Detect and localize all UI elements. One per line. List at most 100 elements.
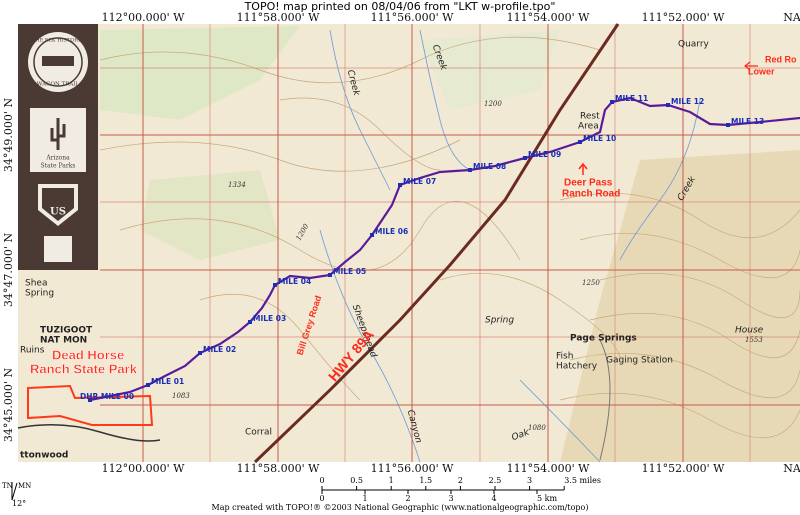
place-label: Shea — [25, 279, 47, 289]
veg-shape — [560, 150, 800, 462]
longitude-label: 111°54.000' W — [507, 11, 591, 24]
latitude-label: 34°47.000' N — [2, 233, 15, 308]
trail-markers: DHR MILE 00 MILE 01 MILE 02 MILE 03 MILE 04 M… — [80, 94, 764, 402]
mile-label: MILE 01 — [151, 377, 184, 386]
scale-label: 1.5 — [419, 476, 432, 485]
mile-label: MILE 09 — [528, 150, 561, 159]
logo-text: THE ELK HISTORIC — [32, 38, 84, 44]
arrow-shape — [578, 162, 588, 175]
ct-shape — [99, 36, 601, 84]
elevation-label: 1553 — [745, 336, 763, 344]
mile-marker — [88, 398, 92, 402]
latitude-label: 34°49.000' N — [2, 98, 15, 173]
logo-text: Arizona — [45, 155, 70, 162]
road-label: Red Ro — [765, 54, 797, 64]
ct-shape — [279, 97, 441, 171]
place-label: Spring — [485, 316, 514, 326]
mile-marker — [610, 100, 614, 104]
mile-marker — [666, 103, 670, 107]
park-label: Dead Horse — [52, 347, 124, 362]
longitude-label: 111°52.000' W — [642, 11, 726, 24]
park-boundary-shape — [27, 384, 154, 426]
mile-label: MILE 13 — [731, 117, 764, 126]
elevation-label: 1083 — [172, 392, 190, 400]
st-shape — [419, 29, 471, 171]
north-label: TN — [2, 482, 13, 490]
logo-text: US — [50, 207, 66, 218]
place-label: TUZIGOOT — [40, 326, 93, 336]
credit: Map created with TOPO!® ©2003 National G… — [212, 503, 589, 512]
mile-label: DHR MILE 00 — [80, 392, 134, 401]
ct-shape — [559, 193, 800, 239]
road-label: Ranch Road — [562, 189, 620, 200]
logo-shape — [44, 236, 72, 262]
place-label: Spring — [25, 289, 54, 299]
mile-marker — [370, 233, 374, 237]
mile-marker — [578, 140, 582, 144]
longitude-label: 111°56.000' W — [371, 462, 455, 475]
mile-label: MILE 06 — [375, 227, 408, 236]
mile-label: MILE 11 — [615, 94, 648, 103]
ct-shape — [589, 313, 800, 359]
place-label: ttonwood — [20, 451, 68, 461]
scale-label: 2.5 — [489, 476, 502, 485]
longitude-label: 111°58.000' W — [237, 11, 321, 24]
scale-label: 1 — [362, 494, 367, 503]
longitude-label: 111°56.000' W — [371, 11, 455, 24]
st-shape — [329, 29, 391, 191]
scale-label: 3.5 miles — [564, 476, 601, 485]
veg-shape — [420, 30, 560, 110]
mile-marker — [198, 351, 202, 355]
road-label: Lower — [748, 66, 775, 76]
place-label: Rest — [580, 112, 600, 122]
mile-marker — [146, 383, 150, 387]
highway-shape — [253, 23, 620, 464]
elevation-label: 1250 — [582, 279, 600, 287]
place-label: House — [735, 326, 764, 336]
scale-label: 4 — [491, 494, 496, 503]
place-label: Area — [578, 122, 599, 132]
map-title: TOPO! map printed on 08/04/06 from "LKT … — [244, 0, 556, 13]
elevation-label: 1080 — [528, 424, 546, 432]
logo-shape — [33, 37, 83, 87]
place-label: Fish — [556, 352, 573, 362]
mile-label: MILE 03 — [253, 314, 286, 323]
road-shape — [17, 424, 161, 442]
mile-marker — [248, 320, 252, 324]
st-shape — [519, 379, 601, 463]
mile-marker — [726, 123, 730, 127]
ct-shape — [439, 272, 621, 361]
logo-text: State Parks — [41, 163, 76, 170]
logo-shape — [42, 56, 74, 66]
longitude-label: 111°52.000' W — [642, 462, 726, 475]
map-area: THE ELK HISTORIC WAGON TRAIL Arizona Sta… — [17, 23, 800, 464]
longitude-label: NA — [783, 462, 800, 475]
ct-shape — [559, 393, 800, 439]
mile-marker — [328, 273, 332, 277]
mile-label: MILE 02 — [203, 345, 236, 354]
scale-label: 0.5 — [350, 476, 363, 485]
place-label: NAT MON — [40, 336, 87, 346]
elevation-label: 1200 — [484, 100, 502, 108]
ct-shape — [119, 200, 521, 272]
latitude-label: 34°45.000' N — [2, 368, 15, 443]
scale-label: 2 — [405, 494, 410, 503]
place-label: Gaging Station — [606, 356, 673, 366]
longitude-label: NA — [783, 11, 800, 24]
north-label: MN — [18, 482, 31, 490]
ct-shape — [599, 273, 800, 319]
place-label: Corral — [245, 428, 272, 438]
mile-marker — [398, 183, 402, 187]
scale-label: 1 — [389, 476, 394, 485]
scale-label: 3 — [527, 476, 532, 485]
longitude-label: 111°54.000' W — [507, 462, 591, 475]
mile-label: MILE 05 — [333, 267, 366, 276]
mile-label: MILE 10 — [583, 134, 616, 143]
st-shape — [619, 99, 701, 261]
place-label: Quarry — [678, 40, 710, 50]
mile-label: MILE 08 — [473, 162, 506, 171]
scale-label: 3 — [448, 494, 453, 503]
longitude-label: 112°00.000' W — [102, 11, 186, 24]
